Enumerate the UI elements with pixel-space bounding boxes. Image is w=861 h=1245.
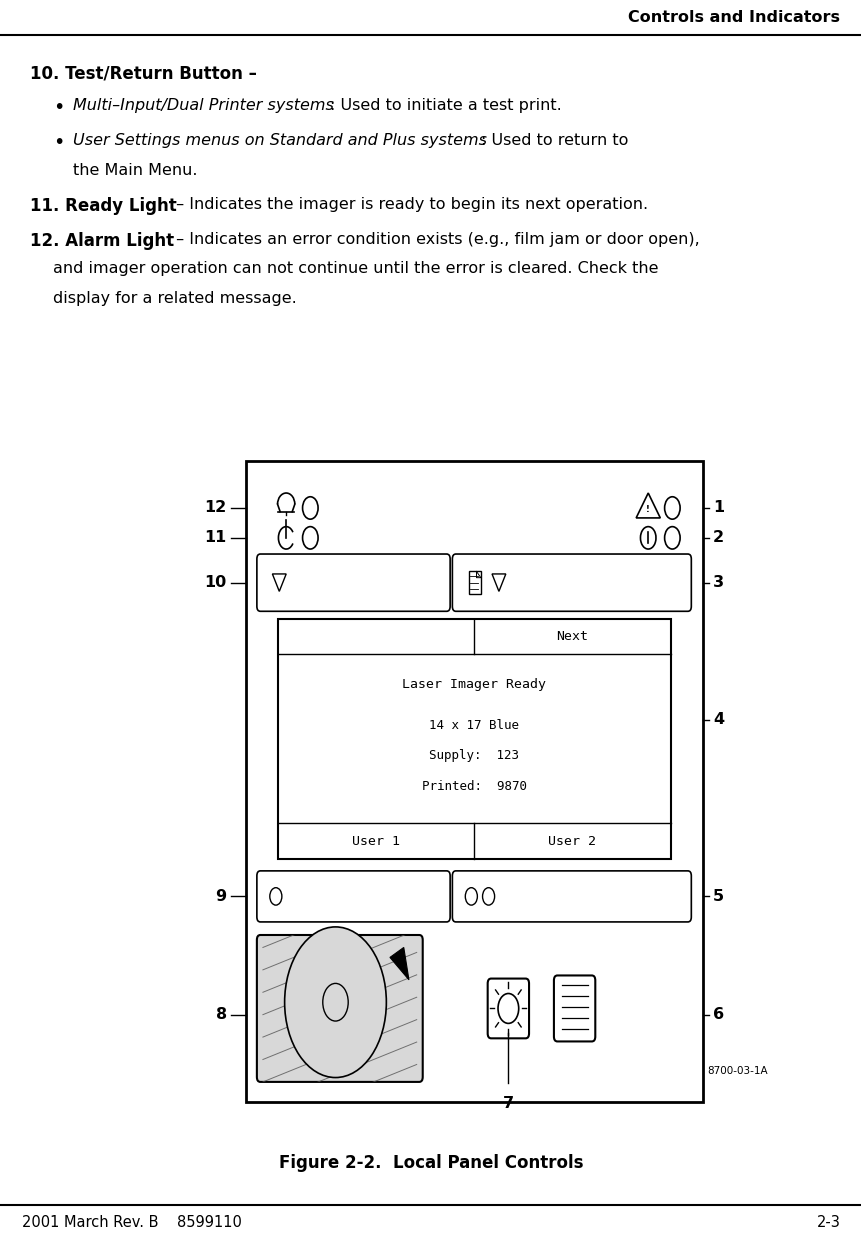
Text: Supply:  123: Supply: 123 <box>429 749 518 762</box>
Text: 11. Ready Light: 11. Ready Light <box>30 197 177 214</box>
Text: •: • <box>53 98 65 117</box>
Bar <box>468 571 480 594</box>
FancyBboxPatch shape <box>257 554 449 611</box>
Text: User 2: User 2 <box>548 834 596 848</box>
Text: 5: 5 <box>712 889 723 904</box>
Text: display for a related message.: display for a related message. <box>53 291 297 306</box>
Bar <box>277 619 670 859</box>
Text: 2: 2 <box>712 530 723 545</box>
Text: 4: 4 <box>712 712 723 727</box>
Text: 7: 7 <box>502 1096 513 1111</box>
FancyBboxPatch shape <box>487 979 529 1038</box>
Text: 3: 3 <box>712 575 723 590</box>
Text: 1: 1 <box>712 500 723 515</box>
Text: 2001 March Rev. B    8599110: 2001 March Rev. B 8599110 <box>22 1215 241 1230</box>
Text: 9: 9 <box>215 889 226 904</box>
Text: Printed:  9870: Printed: 9870 <box>421 779 526 793</box>
Text: !: ! <box>646 504 649 514</box>
FancyBboxPatch shape <box>257 935 422 1082</box>
Text: and imager operation can not continue until the error is cleared. Check the: and imager operation can not continue un… <box>53 261 658 276</box>
Text: 12: 12 <box>204 500 226 515</box>
FancyBboxPatch shape <box>452 872 691 921</box>
Text: 10. Test/Return Button –: 10. Test/Return Button – <box>30 65 257 82</box>
Text: 12. Alarm Light: 12. Alarm Light <box>30 232 174 249</box>
FancyBboxPatch shape <box>554 976 595 1041</box>
FancyBboxPatch shape <box>257 872 449 921</box>
Text: 2-3: 2-3 <box>815 1215 839 1230</box>
Text: •: • <box>53 133 65 152</box>
FancyBboxPatch shape <box>452 554 691 611</box>
Text: Laser Imager Ready: Laser Imager Ready <box>401 679 546 691</box>
Text: User Settings menus on Standard and Plus systems: User Settings menus on Standard and Plus… <box>73 133 486 148</box>
Ellipse shape <box>284 926 386 1077</box>
Text: – Indicates the imager is ready to begin its next operation.: – Indicates the imager is ready to begin… <box>170 197 647 212</box>
Text: – Indicates an error condition exists (e.g., film jam or door open),: – Indicates an error condition exists (e… <box>170 232 698 247</box>
Text: 8700-03-1A: 8700-03-1A <box>706 1066 766 1076</box>
Polygon shape <box>389 947 408 980</box>
Text: User 1: User 1 <box>351 834 400 848</box>
Text: Next: Next <box>555 630 588 644</box>
Text: : Used to return to: : Used to return to <box>480 133 628 148</box>
Bar <box>245 461 702 1102</box>
Text: Figure 2-2.  Local Panel Controls: Figure 2-2. Local Panel Controls <box>278 1154 583 1172</box>
Text: the Main Menu.: the Main Menu. <box>73 163 197 178</box>
Text: Controls and Indicators: Controls and Indicators <box>628 10 839 25</box>
Text: 10: 10 <box>204 575 226 590</box>
Text: 11: 11 <box>204 530 226 545</box>
Text: : Used to initiate a test print.: : Used to initiate a test print. <box>330 98 561 113</box>
Text: Multi–Input/Dual Printer systems: Multi–Input/Dual Printer systems <box>73 98 334 113</box>
Text: 6: 6 <box>712 1007 723 1022</box>
Text: 14 x 17 Blue: 14 x 17 Blue <box>429 718 518 732</box>
Text: 8: 8 <box>215 1007 226 1022</box>
